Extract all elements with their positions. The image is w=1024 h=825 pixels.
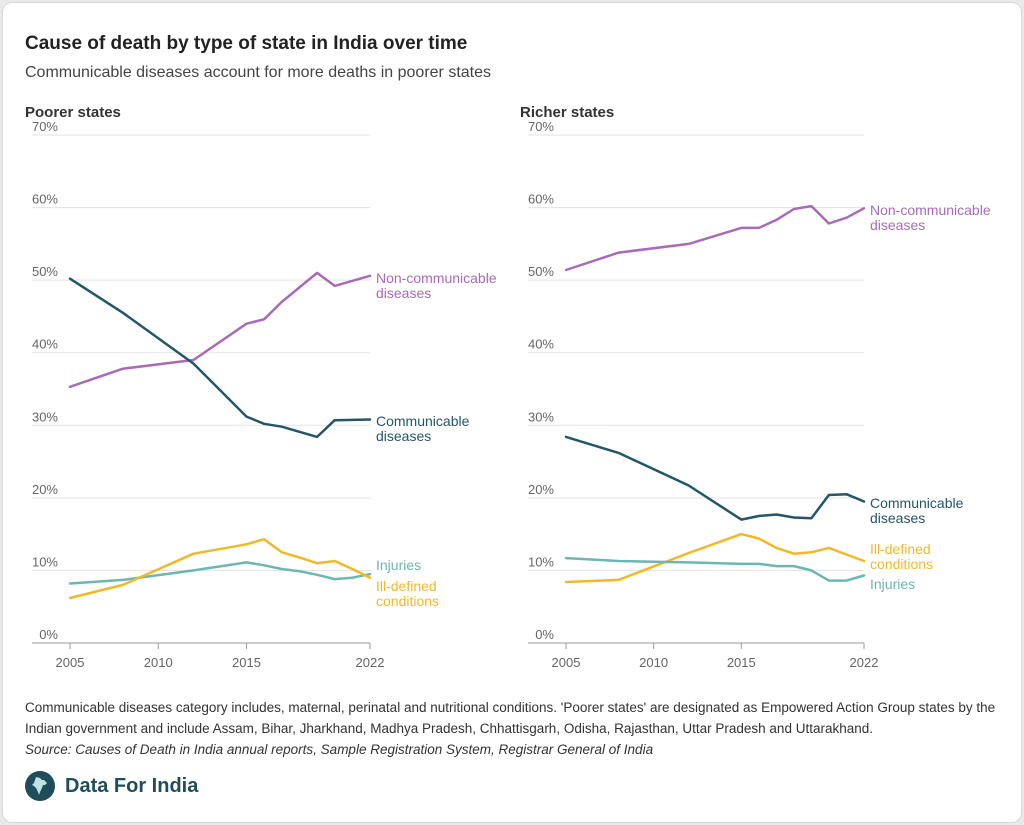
x-tick-label: 2015 [727,655,756,670]
x-tick-label: 2010 [144,655,173,670]
y-tick-label: 20% [32,482,58,497]
series-label-cd: diseases [870,510,925,526]
india-map-icon [25,771,55,801]
series-label-ncd: Non-communicable [376,270,497,286]
y-tick-label: 40% [32,337,58,352]
y-tick-label: 40% [528,337,554,352]
series-label-ncd: diseases [376,285,431,301]
panel-poorer: 0% 10% 20% 30% 40% 50% 60% 70% 2005 2010 2015 2022 N… [32,119,497,670]
y-tick-label: 50% [32,264,58,279]
series-line-ncd [564,204,866,272]
y-tick-label: 70% [528,119,554,134]
series-label-illdefined: Ill-defined [376,578,437,594]
y-tick-label: 60% [32,192,58,207]
y-tick-label: 30% [32,409,58,424]
footnote: Communicable diseases category includes,… [25,697,1005,760]
x-tick-label: 2022 [850,655,879,670]
panel-richer: 0% 10% 20% 30% 40% 50% 60% 70% 2005 2010 2015 2022 N… [528,119,991,670]
panel-title-poorer: Poorer states [25,104,121,121]
chart-title: Cause of death by type of state in India… [25,33,468,54]
series-label-illdefined: Ill-defined [870,541,931,557]
series-line-cd [68,277,372,439]
y-tick-label: 30% [528,409,554,424]
series-line-illdefined [68,537,372,600]
footnote-text: Communicable diseases category includes,… [25,700,996,736]
series-line-injuries [68,561,372,585]
brand: Data For India [25,771,198,801]
panel-title-richer: Richer states [520,104,615,121]
x-tick-label: 2010 [639,655,668,670]
y-tick-label: 60% [528,192,554,207]
chart-subtitle: Communicable diseases account for more d… [25,64,492,81]
y-tick-label: 10% [32,554,58,569]
series-label-cd: Communicable [376,413,470,429]
y-tick-label: 10% [528,554,554,569]
series-label-ncd: Non-communicable [870,202,991,218]
series-label-cd: diseases [376,428,431,444]
series-label-ncd: diseases [870,217,925,233]
series-line-cd [564,435,866,521]
x-tick-label: 2005 [552,655,581,670]
series-label-injuries: Injuries [376,557,421,573]
series-line-ncd [68,271,372,389]
y-tick-label: 20% [528,482,554,497]
source-text: Source: Causes of Death in India annual … [25,742,654,757]
series-label-cd: Communicable [870,495,964,511]
series-label-illdefined: conditions [870,556,933,572]
brand-name: Data For India [65,774,199,797]
series-line-injuries [564,556,866,582]
x-tick-label: 2005 [56,655,85,670]
series-label-injuries: Injuries [870,576,915,592]
x-tick-label: 2022 [356,655,385,670]
line-charts: 0% 10% 20% 30% 40% 50% 60% 70% 2005 2010 2015 2022 N… [32,119,991,670]
x-tick-label: 2015 [232,655,261,670]
y-tick-label: 70% [32,119,58,134]
y-tick-label: 50% [528,264,554,279]
y-tick-label: 0% [535,627,554,642]
series-label-illdefined: conditions [376,593,439,609]
y-tick-label: 0% [39,627,58,642]
